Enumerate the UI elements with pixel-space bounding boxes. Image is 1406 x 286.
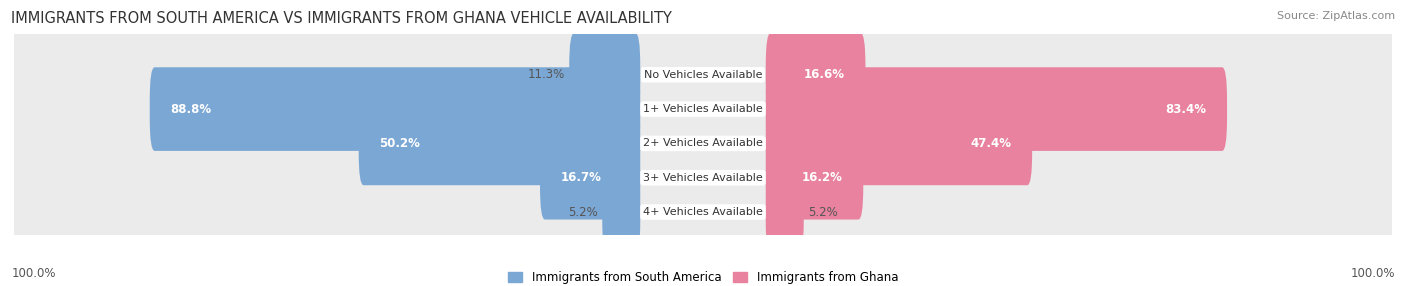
Text: 16.6%: 16.6% [804,68,845,81]
FancyBboxPatch shape [569,33,640,117]
FancyBboxPatch shape [766,136,863,220]
Text: 50.2%: 50.2% [380,137,420,150]
Text: 11.3%: 11.3% [527,68,565,81]
FancyBboxPatch shape [359,102,640,185]
Text: 88.8%: 88.8% [170,103,211,116]
Text: 5.2%: 5.2% [568,206,598,219]
FancyBboxPatch shape [11,136,1395,286]
FancyBboxPatch shape [766,67,1227,151]
Text: 83.4%: 83.4% [1166,103,1206,116]
Text: 16.7%: 16.7% [561,171,602,184]
FancyBboxPatch shape [766,33,866,117]
FancyBboxPatch shape [766,102,1032,185]
FancyBboxPatch shape [11,0,1395,151]
FancyBboxPatch shape [11,33,1395,185]
FancyBboxPatch shape [149,67,640,151]
FancyBboxPatch shape [11,67,1395,219]
Text: No Vehicles Available: No Vehicles Available [644,70,762,80]
FancyBboxPatch shape [766,170,804,254]
Text: 16.2%: 16.2% [801,171,844,184]
FancyBboxPatch shape [11,102,1395,254]
Text: 100.0%: 100.0% [1350,267,1395,280]
FancyBboxPatch shape [602,170,640,254]
Text: 4+ Vehicles Available: 4+ Vehicles Available [643,207,763,217]
Text: 100.0%: 100.0% [11,267,56,280]
FancyBboxPatch shape [540,136,640,220]
Text: IMMIGRANTS FROM SOUTH AMERICA VS IMMIGRANTS FROM GHANA VEHICLE AVAILABILITY: IMMIGRANTS FROM SOUTH AMERICA VS IMMIGRA… [11,11,672,26]
Text: 5.2%: 5.2% [808,206,838,219]
Text: 2+ Vehicles Available: 2+ Vehicles Available [643,138,763,148]
Text: Source: ZipAtlas.com: Source: ZipAtlas.com [1277,11,1395,21]
Text: 47.4%: 47.4% [972,137,1012,150]
Legend: Immigrants from South America, Immigrants from Ghana: Immigrants from South America, Immigrant… [503,266,903,286]
Text: 3+ Vehicles Available: 3+ Vehicles Available [643,173,763,183]
Text: 1+ Vehicles Available: 1+ Vehicles Available [643,104,763,114]
